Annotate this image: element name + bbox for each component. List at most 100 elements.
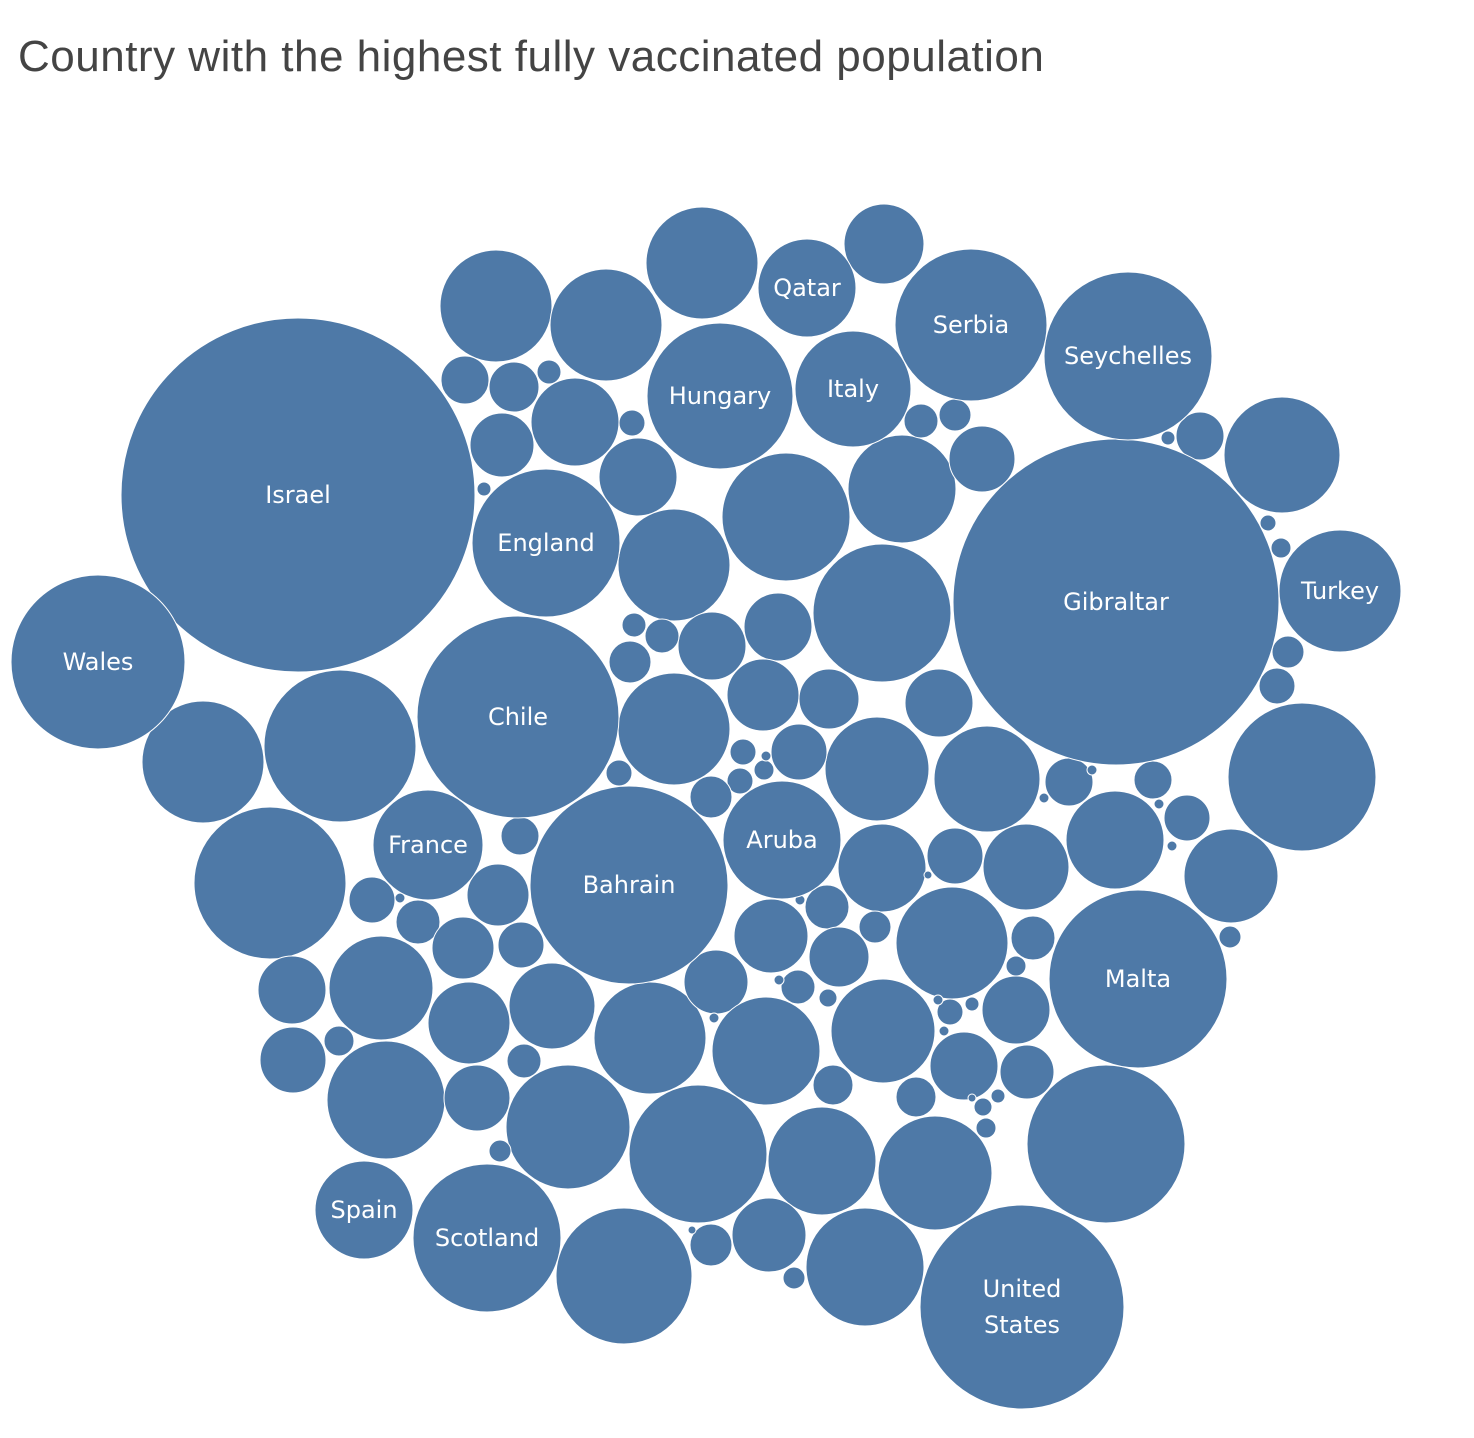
bubble[interactable] <box>1227 702 1377 852</box>
bubble[interactable] <box>743 592 813 662</box>
bubble[interactable] <box>508 962 596 1050</box>
bubble[interactable] <box>780 969 816 1005</box>
bubble-seychelles[interactable] <box>1043 271 1213 441</box>
bubble[interactable] <box>967 1093 977 1103</box>
bubble[interactable] <box>536 359 562 385</box>
bubble[interactable] <box>257 955 327 1025</box>
bubble[interactable] <box>1065 790 1165 890</box>
bubble[interactable] <box>427 981 511 1065</box>
bubble[interactable] <box>598 437 678 517</box>
bubble-france[interactable] <box>372 789 484 901</box>
bubble[interactable] <box>617 672 731 786</box>
bubble[interactable] <box>348 876 396 924</box>
bubble[interactable] <box>141 700 265 824</box>
bubble[interactable] <box>555 1207 693 1345</box>
bubble[interactable] <box>476 481 492 497</box>
bubble[interactable] <box>1038 792 1050 804</box>
bubble[interactable] <box>904 668 974 738</box>
bubble[interactable] <box>770 723 828 781</box>
bubble[interactable] <box>1223 396 1341 514</box>
bubble[interactable] <box>1005 955 1027 977</box>
bubble[interactable] <box>990 1088 1006 1104</box>
bubble[interactable] <box>733 898 809 974</box>
bubble[interactable] <box>677 611 747 681</box>
bubble[interactable] <box>1163 794 1211 842</box>
bubble[interactable] <box>395 899 441 945</box>
bubble[interactable] <box>981 975 1051 1045</box>
bubble[interactable] <box>798 668 860 730</box>
bubble[interactable] <box>1271 635 1305 669</box>
bubble-chile[interactable] <box>416 615 620 819</box>
bubble[interactable] <box>500 816 540 856</box>
bubble[interactable] <box>938 398 972 432</box>
bubble[interactable] <box>617 508 731 622</box>
bubble[interactable] <box>895 1076 937 1118</box>
bubble[interactable] <box>808 926 870 988</box>
bubble[interactable] <box>608 640 652 684</box>
bubble[interactable] <box>466 863 530 927</box>
bubble[interactable] <box>530 377 620 467</box>
bubble[interactable] <box>782 1266 806 1290</box>
bubble[interactable] <box>812 543 952 683</box>
bubble[interactable] <box>830 978 936 1084</box>
bubble[interactable] <box>773 974 785 986</box>
bubble[interactable] <box>689 775 733 819</box>
bubble[interactable] <box>394 892 406 904</box>
bubble[interactable] <box>1044 757 1094 807</box>
bubble-qatar[interactable] <box>757 238 857 338</box>
bubble-united-states[interactable] <box>919 1204 1125 1410</box>
bubble[interactable] <box>644 618 680 654</box>
bubble[interactable] <box>982 823 1070 911</box>
bubble[interactable] <box>505 1064 631 1190</box>
bubble-england[interactable] <box>471 468 621 618</box>
bubble[interactable] <box>812 1064 854 1106</box>
bubble[interactable] <box>711 996 821 1106</box>
bubble[interactable] <box>824 716 930 822</box>
bubble[interactable] <box>948 425 1016 493</box>
bubble-bahrain[interactable] <box>529 785 729 985</box>
bubble[interactable] <box>895 886 1009 1000</box>
bubble[interactable] <box>1270 537 1292 559</box>
bubble[interactable] <box>877 1115 993 1231</box>
bubble[interactable] <box>938 1025 950 1037</box>
bubble-scotland[interactable] <box>412 1163 562 1313</box>
bubble[interactable] <box>708 1012 720 1024</box>
bubble[interactable] <box>326 1040 446 1160</box>
bubble[interactable] <box>726 767 754 795</box>
bubble[interactable] <box>932 994 944 1006</box>
bubble[interactable] <box>605 759 633 787</box>
bubble[interactable] <box>837 823 927 913</box>
bubble[interactable] <box>936 998 964 1026</box>
bubble[interactable] <box>929 1031 999 1101</box>
bubble[interactable] <box>439 249 553 363</box>
bubble[interactable] <box>731 1197 807 1273</box>
bubble[interactable] <box>1153 798 1165 810</box>
bubble[interactable] <box>1166 840 1178 852</box>
bubble[interactable] <box>818 988 838 1008</box>
bubble[interactable] <box>259 1026 327 1094</box>
bubble[interactable] <box>923 870 933 880</box>
bubble[interactable] <box>549 268 663 382</box>
bubble[interactable] <box>488 361 540 413</box>
bubble[interactable] <box>1183 828 1279 924</box>
bubble[interactable] <box>760 750 772 762</box>
bubble-serbia[interactable] <box>894 248 1048 402</box>
bubble[interactable] <box>903 403 939 439</box>
bubble[interactable] <box>1160 430 1176 446</box>
bubble[interactable] <box>645 206 759 320</box>
bubble[interactable] <box>843 203 925 285</box>
bubble[interactable] <box>973 1097 993 1117</box>
bubble[interactable] <box>1133 760 1173 800</box>
bubble[interactable] <box>926 827 984 885</box>
bubble[interactable] <box>726 658 800 732</box>
bubble[interactable] <box>1026 1064 1186 1224</box>
bubble[interactable] <box>323 1025 355 1057</box>
bubble[interactable] <box>621 612 647 638</box>
bubble[interactable] <box>469 412 535 478</box>
bubble[interactable] <box>721 452 851 582</box>
bubble[interactable] <box>263 669 417 823</box>
bubble[interactable] <box>975 1117 997 1139</box>
bubble[interactable] <box>193 806 347 960</box>
bubble-israel[interactable] <box>120 317 476 673</box>
bubble[interactable] <box>1175 411 1225 461</box>
